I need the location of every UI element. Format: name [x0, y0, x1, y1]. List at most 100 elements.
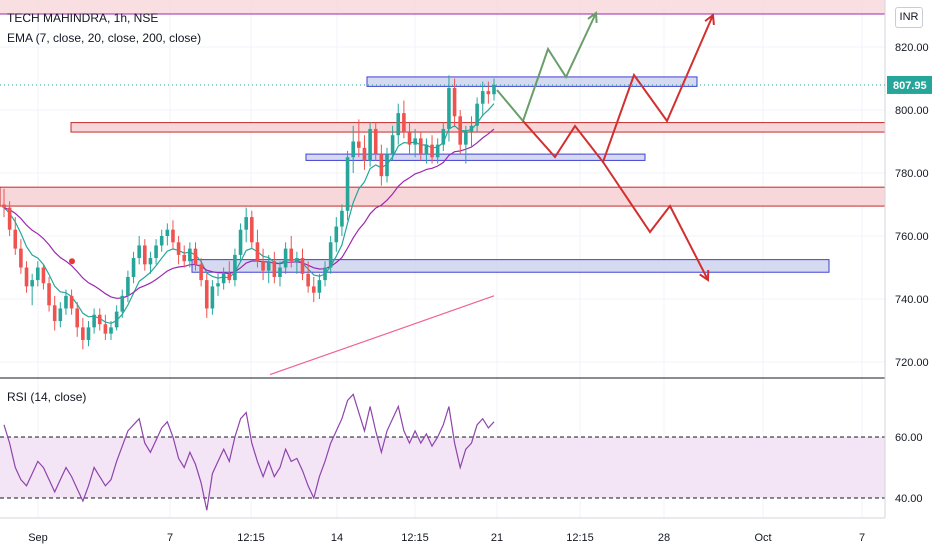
candle-body [323, 267, 327, 281]
candle-body [458, 116, 463, 145]
candle-body [255, 242, 260, 262]
price-tick-label: 740.00 [895, 294, 929, 306]
candle-body [340, 210, 344, 227]
blue-zone-809 [366, 76, 698, 87]
candle-body [469, 125, 474, 133]
ema20-line [3, 128, 495, 299]
candle-body [64, 295, 68, 309]
rsi-line [3, 393, 495, 511]
candle-body [7, 207, 12, 230]
candle-body [379, 154, 384, 177]
time-tick-label: 7 [167, 532, 173, 544]
alt-projection-arrow [522, 14, 714, 165]
candle-body [492, 84, 496, 95]
candle-body [266, 261, 271, 271]
candle-body [464, 132, 468, 145]
candle-body [385, 154, 389, 177]
candle-body [396, 113, 401, 136]
alert-dot [69, 258, 75, 265]
candle-body [52, 305, 57, 322]
candle-body [373, 128, 378, 155]
candle-body [176, 242, 181, 255]
bull-projection-arrow-head [587, 11, 598, 24]
bear-projection-arrow [602, 161, 709, 281]
candle-body [238, 229, 243, 255]
candle-body [2, 204, 6, 208]
candle-body [199, 264, 203, 281]
bull-projection-arrow [496, 12, 597, 123]
candle-body [452, 87, 457, 117]
rsi-tick-label: 60.00 [895, 432, 923, 444]
candle-body [283, 248, 288, 268]
candle-body [19, 248, 23, 268]
candle-body [109, 327, 113, 334]
time-tick-label: 28 [658, 532, 670, 544]
price-tick-label: 760.00 [895, 231, 929, 243]
candle-body [480, 91, 485, 104]
candle-body [148, 258, 153, 265]
candle-body [92, 314, 96, 328]
candle-body [334, 226, 339, 243]
top-resistance-zone [0, 0, 885, 14]
blue-zone-750 [191, 259, 830, 273]
candle-body [418, 138, 423, 155]
candle-body [368, 128, 372, 161]
candle-body [300, 258, 305, 274]
time-tick-label: 12:15 [566, 532, 594, 544]
candle-body [159, 236, 164, 246]
drawing-zones [0, 0, 886, 273]
price-tick-label: 800.00 [895, 105, 929, 117]
bear-projection-arrow-head [699, 269, 710, 282]
candles [2, 75, 496, 350]
candle-body [430, 144, 434, 158]
candle-body [35, 267, 40, 281]
projection-arrows [496, 11, 715, 282]
candle-body [58, 308, 63, 322]
candle-body [413, 138, 417, 145]
candle-body [233, 254, 237, 281]
candle-body [407, 132, 412, 145]
candle-body [75, 308, 80, 328]
candle-body [278, 267, 282, 277]
candle-body [227, 273, 232, 281]
price-tick-label: 820.00 [895, 42, 929, 54]
candle-body [165, 229, 170, 236]
candle-body [13, 229, 18, 249]
candle-body [171, 229, 175, 243]
candle-body [244, 217, 248, 230]
rsi-pane: 40.00 60.00 [0, 393, 923, 511]
candle-body [182, 254, 187, 262]
support-zone-772 [0, 186, 886, 207]
rsi-band-fill [0, 437, 885, 498]
candle-body [210, 286, 215, 309]
price-tick-label: 720.00 [895, 357, 929, 369]
time-tick-label: 21 [491, 532, 503, 544]
symbol-title[interactable]: TECH MAHINDRA, 1h, NSE [7, 11, 159, 25]
candle-body [250, 217, 254, 243]
rsi-legend[interactable]: RSI (14, close) [7, 390, 87, 404]
candle-body [295, 258, 299, 262]
time-tick-label: 7 [859, 532, 865, 544]
candle-body [351, 141, 355, 158]
candle-body [357, 141, 361, 148]
candle-body [216, 283, 220, 287]
time-tick-label: Oct [754, 532, 771, 544]
candle-body [475, 103, 479, 126]
candle-body [97, 314, 102, 325]
ema-lines [3, 103, 495, 376]
candle-body [345, 157, 350, 211]
blue-zone-785 [305, 153, 646, 161]
candle-body [435, 144, 440, 158]
currency-button[interactable]: INR [895, 7, 923, 28]
last-price-badge [887, 75, 932, 94]
ema-legend[interactable]: EMA (7, close, 20, close, 200, close) [7, 31, 202, 45]
time-tick-label: Sep [28, 532, 48, 544]
candle-body [154, 245, 158, 259]
candle-body [362, 147, 367, 161]
candle-body [328, 242, 333, 268]
candle-body [193, 248, 198, 265]
candle-body [41, 267, 46, 284]
rsi-tick-label: 40.00 [895, 493, 923, 505]
candle-body [30, 280, 34, 287]
